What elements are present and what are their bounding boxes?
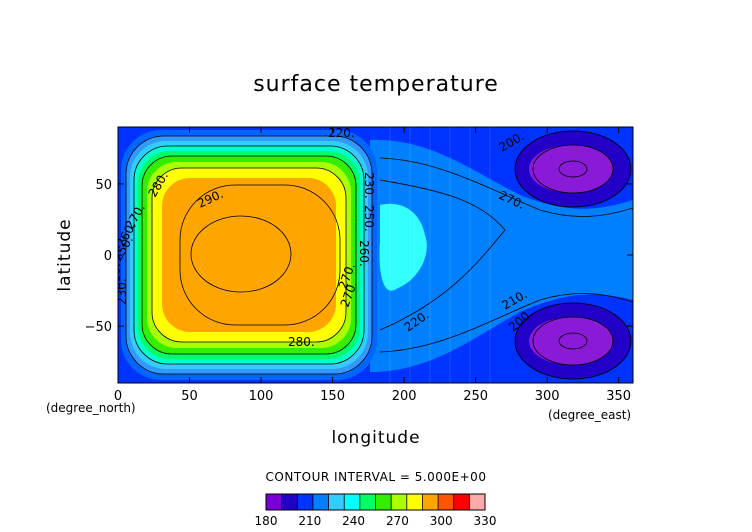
east-core (380, 150, 500, 362)
x-tick-label: 50 (181, 389, 198, 404)
y-tick-label: 0 (104, 249, 112, 264)
x-tick-label: 250 (463, 389, 488, 404)
x-unit-label: (degree_east) (548, 408, 631, 422)
x-tick-label: 0 (114, 389, 122, 404)
colorbar-swatch (422, 494, 439, 510)
contour-lines (125, 130, 633, 380)
colorbar-swatch (406, 494, 423, 510)
colorbar-swatch (312, 494, 329, 510)
warm-pool (121, 130, 377, 380)
colorbar-swatch (344, 494, 361, 510)
colorbar-swatch (375, 494, 392, 510)
colorbar-tick-label: 270 (386, 514, 409, 528)
colorbar-frame (265, 493, 486, 511)
colorbar (265, 493, 486, 511)
y-axis-label: latitude (55, 218, 75, 291)
colorbar-swatch (328, 494, 345, 510)
cold-spot-north-inner (529, 145, 613, 193)
contour-label: 260. (357, 240, 371, 267)
x-tick-label: 300 (535, 389, 560, 404)
colorbar-swatch (391, 494, 408, 510)
colorbar-tick-label: 330 (474, 514, 497, 528)
colorbar-swatch (266, 494, 282, 510)
colorbar-tick-label: 240 (342, 514, 365, 528)
plot-area: 220. 230. 250. 260. 270. 280. 290. 280. … (109, 126, 633, 383)
y-tick-label: 50 (95, 178, 112, 193)
y-unit-label: (degree_north) (46, 401, 136, 415)
colorbar-ticks: 180 210 240 270 300 330 (255, 514, 497, 528)
y-axis: 50 0 −50 (85, 178, 633, 335)
mesh-lines (389, 127, 491, 383)
contour-interval-label: CONTOUR INTERVAL = 5.000E+00 (266, 470, 487, 484)
colorbar-swatch (359, 494, 376, 510)
x-tick-label: 100 (249, 389, 274, 404)
x-tick-label: 350 (606, 389, 631, 404)
colorbar-tick-label: 210 (298, 514, 321, 528)
contour-label: 230. (115, 278, 129, 305)
cyan-patch (379, 203, 427, 291)
contour-label: 280. (288, 335, 315, 349)
colorbar-swatch (438, 494, 455, 510)
x-tick-label: 200 (392, 389, 417, 404)
contour-label: 220. (328, 126, 355, 140)
colorbar-tick-label: 180 (255, 514, 278, 528)
colorbar-swatch (297, 494, 314, 510)
y-tick-label: −50 (85, 320, 112, 335)
colorbar-swatch (453, 494, 470, 510)
contour-label: 210. (109, 263, 123, 290)
colorbar-swatch (281, 494, 298, 510)
x-axis: 0 50 100 150 200 250 300 350 (114, 127, 631, 404)
cold-spot-south-inner (529, 317, 613, 365)
x-tick-label: 150 (320, 389, 345, 404)
contour-label: 230. (362, 172, 376, 199)
colorbar-tick-label: 300 (430, 514, 453, 528)
colorbar-swatch (469, 494, 486, 510)
chart-title: surface temperature (253, 72, 499, 97)
x-axis-label: longitude (331, 428, 420, 448)
contour-label: 250. (362, 205, 376, 232)
